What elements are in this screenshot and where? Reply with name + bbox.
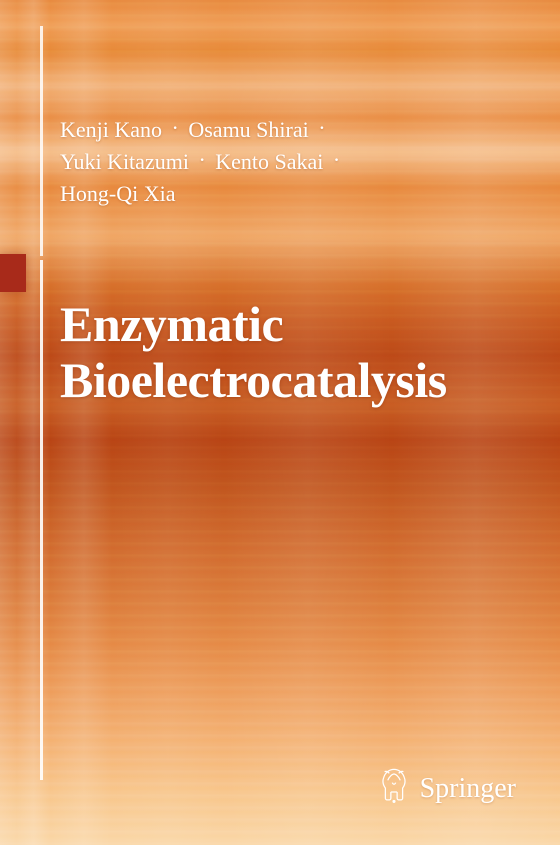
- author-name: Kenji Kano: [60, 117, 162, 142]
- authors-block: Kenji Kano · Osamu Shirai · Yuki Kitazum…: [60, 114, 520, 210]
- title-line: Enzymatic: [60, 296, 530, 352]
- author-name: Osamu Shirai: [188, 117, 308, 142]
- book-cover: Kenji Kano · Osamu Shirai · Yuki Kitazum…: [0, 0, 560, 845]
- springer-horse-icon: [378, 767, 410, 811]
- title-line: Bioelectrocatalysis: [60, 352, 530, 408]
- vertical-rule-top: [40, 26, 43, 256]
- vertical-rule-main: [40, 260, 43, 780]
- authors-row-1: Kenji Kano · Osamu Shirai ·: [60, 114, 520, 146]
- publisher-name: Springer: [420, 773, 516, 805]
- accent-side-bar: [0, 254, 26, 292]
- author-name: Kento Sakai: [215, 149, 323, 174]
- separator: ·: [314, 115, 329, 140]
- author-name: Yuki Kitazumi: [60, 149, 189, 174]
- authors-row-3: Hong-Qi Xia: [60, 178, 520, 210]
- separator: ·: [194, 147, 209, 172]
- separator: ·: [329, 147, 344, 172]
- publisher-block: Springer: [378, 767, 516, 811]
- book-title: Enzymatic Bioelectrocatalysis: [60, 296, 530, 408]
- author-name: Hong-Qi Xia: [60, 181, 175, 206]
- separator: ·: [168, 115, 183, 140]
- authors-row-2: Yuki Kitazumi · Kento Sakai ·: [60, 146, 520, 178]
